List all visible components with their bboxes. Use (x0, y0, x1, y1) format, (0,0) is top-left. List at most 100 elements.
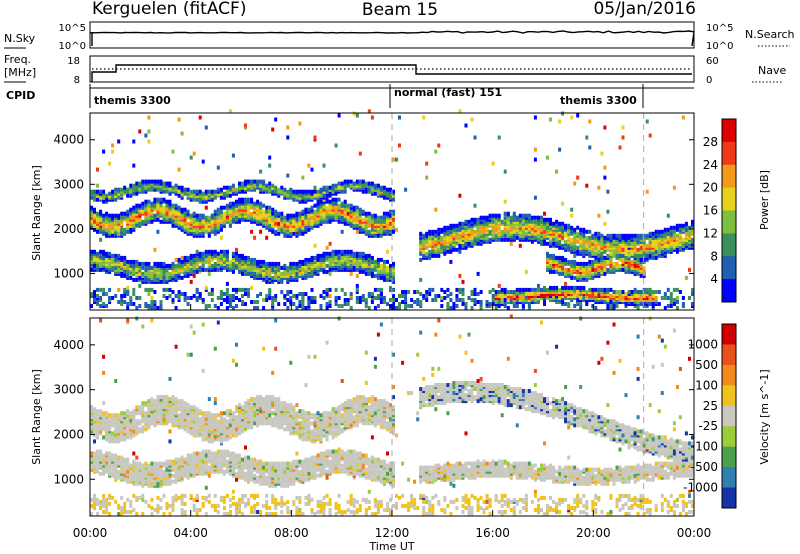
power-cell (340, 183, 344, 188)
power-cell (349, 263, 353, 268)
power-cell (558, 119, 562, 124)
power-cell (367, 211, 371, 216)
power-cell (621, 233, 625, 238)
velocity-cell (117, 512, 121, 516)
velocity-cell (102, 493, 106, 498)
power-cell (612, 251, 616, 256)
power-cell (322, 185, 326, 190)
power-cell (382, 259, 386, 264)
power-cell (102, 213, 106, 218)
power-cell (177, 296, 181, 300)
power-cell (147, 292, 151, 296)
power-cell (204, 249, 208, 254)
power-cell (189, 217, 193, 222)
power-cell (105, 253, 109, 258)
power-cell (588, 119, 592, 124)
power-cell (174, 203, 178, 208)
power-cell (379, 185, 383, 190)
velocity-cell (114, 429, 118, 434)
power-cell (319, 257, 323, 262)
power-cell (153, 261, 157, 266)
power-cell (666, 249, 670, 254)
power-cell (630, 249, 634, 254)
velocity-cell (105, 451, 109, 456)
power-cell (473, 287, 477, 292)
power-cell (645, 253, 649, 258)
power-cell (452, 306, 456, 310)
power-cell (476, 217, 480, 222)
velocity-cell (105, 497, 109, 502)
power-cell (370, 227, 374, 232)
power-cell (328, 294, 332, 298)
power-cell (111, 257, 115, 262)
power-cell (253, 261, 257, 266)
power-cell (473, 135, 477, 140)
power-cell (382, 217, 386, 222)
velocity-cell (129, 499, 133, 504)
power-cell (259, 217, 263, 222)
power-cell (573, 247, 577, 252)
power-cell (382, 269, 386, 274)
power-cell (386, 187, 389, 192)
power-cell (147, 183, 151, 188)
velocity-cell (111, 453, 115, 458)
power-cell (307, 189, 311, 194)
power-cell (132, 287, 136, 292)
power-cell (518, 243, 522, 248)
power-cell (355, 229, 359, 234)
power-cell (228, 209, 232, 214)
power-cell (355, 287, 359, 292)
power-cell (96, 251, 99, 256)
cpid-segment-1: themis 3300 (94, 94, 171, 107)
velocity-cell (120, 506, 124, 510)
power-cell (603, 125, 607, 130)
power-cell (597, 213, 601, 218)
power-cell (292, 265, 296, 270)
power-cell (201, 231, 205, 236)
power-cell (219, 217, 223, 222)
power-cell (678, 235, 682, 240)
power-cell (271, 215, 275, 220)
power-cell (588, 235, 592, 240)
power-cell (120, 255, 124, 260)
power-cell (177, 263, 181, 268)
power-cell (434, 298, 438, 302)
power-cell (346, 215, 350, 220)
power-cell (455, 304, 459, 308)
power-cell (286, 135, 290, 140)
power-cell (174, 183, 178, 188)
velocity-cell (99, 417, 103, 422)
power-cell (476, 233, 480, 238)
power-cell (364, 211, 368, 216)
power-cell (99, 227, 103, 232)
power-cell (222, 249, 226, 254)
power-cell (274, 117, 278, 122)
power-cell (274, 217, 278, 222)
power-cell (346, 255, 350, 260)
power-cell (669, 225, 673, 230)
power-cell (648, 133, 652, 138)
power-cell (382, 215, 386, 220)
noise-left-top-tick: 10^5 (59, 23, 86, 34)
power-cell (225, 211, 229, 216)
power-cell (117, 187, 121, 192)
power-cell (546, 241, 549, 246)
power-cell (132, 277, 136, 282)
power-cell (301, 215, 305, 220)
power-cell (503, 169, 507, 174)
power-cell (313, 185, 317, 190)
power-cell (301, 175, 305, 180)
power-cell (340, 249, 344, 254)
power-cell (470, 117, 474, 122)
power-cell (111, 223, 115, 228)
power-cell (271, 217, 275, 222)
power-cell (669, 304, 673, 308)
power-cell (576, 231, 580, 236)
power-cell (171, 203, 175, 208)
power-cell (168, 183, 172, 188)
power-cell (533, 219, 537, 224)
power-cell (174, 217, 178, 222)
power-cell (669, 296, 673, 300)
power-cell (633, 263, 637, 268)
power-cell (301, 189, 305, 194)
